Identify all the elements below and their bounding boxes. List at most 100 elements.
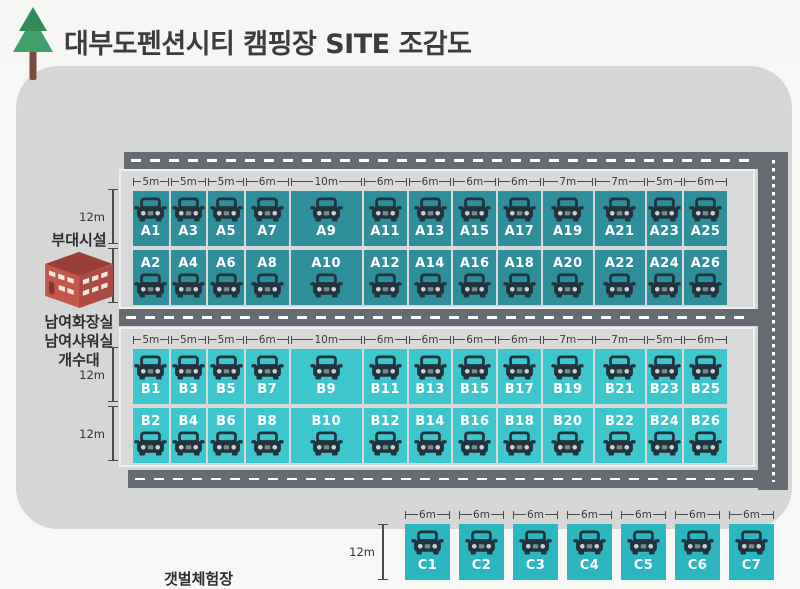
height-dim-a1: 12m bbox=[78, 189, 118, 244]
car-icon bbox=[413, 273, 447, 298]
width-dim: 6m bbox=[409, 174, 452, 189]
car-icon bbox=[603, 197, 636, 222]
site-label: B22 bbox=[604, 414, 635, 429]
width-dim: 5m bbox=[647, 332, 683, 347]
car-icon bbox=[573, 530, 606, 555]
height-dim-b2: 12m bbox=[78, 406, 118, 461]
site-cell-a24: A24 bbox=[646, 250, 683, 305]
site-map-panel: 5m 5m 5m 6m 10m 6m 6m 6m 6m 7m 7m 5m 6m A1 A3 A5 A7 A9 A1… bbox=[16, 66, 792, 588]
car-icon bbox=[603, 355, 636, 380]
site-cell-b18: B18 bbox=[498, 408, 541, 463]
width-dim: 6m bbox=[246, 174, 289, 189]
site-cell-c1: C1 bbox=[405, 524, 450, 580]
site-cell-a25: A25 bbox=[684, 191, 727, 246]
site-label: A25 bbox=[690, 224, 721, 239]
site-label: B6 bbox=[216, 414, 237, 429]
site-cell-c4: C4 bbox=[567, 524, 612, 580]
car-icon bbox=[648, 197, 681, 222]
site-label: C2 bbox=[471, 558, 492, 573]
site-cell-a18: A18 bbox=[498, 250, 541, 305]
dim-line bbox=[378, 524, 388, 580]
site-label: A6 bbox=[216, 256, 237, 271]
site-label: B15 bbox=[460, 382, 490, 397]
width-dim: 5m bbox=[208, 174, 244, 189]
car-icon bbox=[411, 530, 444, 555]
site-label: C4 bbox=[579, 558, 600, 573]
site-cell-a16: A16 bbox=[453, 250, 497, 305]
facility-item: 개수대 bbox=[58, 351, 100, 369]
site-label: B21 bbox=[604, 382, 635, 397]
width-dim: 5m bbox=[133, 332, 169, 347]
site-label: A3 bbox=[178, 224, 199, 239]
site-label: A10 bbox=[311, 256, 342, 271]
site-cell-b2: B2 bbox=[133, 408, 169, 463]
site-label: C6 bbox=[687, 558, 708, 573]
site-cell-b5: B5 bbox=[208, 349, 244, 404]
site-label: A5 bbox=[216, 224, 237, 239]
car-icon bbox=[413, 431, 447, 456]
width-dim: 6m bbox=[621, 508, 666, 522]
site-cell-b17: B17 bbox=[498, 349, 541, 404]
width-dim: 6m bbox=[364, 174, 407, 189]
site-label: A14 bbox=[415, 256, 445, 271]
car-icon bbox=[134, 431, 167, 456]
width-dim: 5m bbox=[171, 174, 207, 189]
site-cell-c6: C6 bbox=[675, 524, 720, 580]
site-cell-b22: B22 bbox=[594, 408, 645, 463]
site-label: B8 bbox=[257, 414, 278, 429]
width-dim: 7m bbox=[543, 332, 593, 347]
site-cell-b13: B13 bbox=[408, 349, 452, 404]
site-cell-b26: B26 bbox=[684, 408, 727, 463]
width-dim: 6m bbox=[675, 508, 720, 522]
site-cell-b11: B11 bbox=[363, 349, 407, 404]
car-icon bbox=[648, 431, 681, 456]
site-label: C3 bbox=[525, 558, 546, 573]
site-label: B10 bbox=[311, 414, 341, 429]
site-cell-b14: B14 bbox=[408, 408, 452, 463]
site-cell-b25: B25 bbox=[684, 349, 727, 404]
car-icon bbox=[551, 273, 584, 298]
car-icon bbox=[172, 431, 205, 456]
site-cell-a1: A1 bbox=[133, 191, 169, 246]
car-icon bbox=[648, 355, 681, 380]
site-label: A21 bbox=[604, 224, 635, 239]
site-label: C5 bbox=[633, 558, 654, 573]
car-icon bbox=[369, 197, 402, 222]
site-cell-a6: A6 bbox=[208, 250, 244, 305]
site-cell-a5: A5 bbox=[208, 191, 244, 246]
width-dim: 6m bbox=[409, 332, 452, 347]
width-dims: 6m 6m 6m 6m 6m 6m 6m bbox=[405, 508, 774, 522]
dim-line bbox=[108, 189, 118, 244]
car-icon bbox=[172, 355, 205, 380]
dim-line bbox=[108, 248, 118, 303]
car-icon bbox=[413, 355, 447, 380]
site-cell-c7: C7 bbox=[729, 524, 774, 580]
site-label: B12 bbox=[370, 414, 400, 429]
car-icon bbox=[681, 530, 714, 555]
section-b-block: 5m 5m 5m 6m 10m 6m 6m 6m 6m 7m 7m 5m 6m B1 B3 B5 B7 B9 B1… bbox=[119, 327, 755, 467]
site-cell-a23: A23 bbox=[646, 191, 683, 246]
site-cell-a20: A20 bbox=[542, 250, 593, 305]
mudflat-label: 갯벌체험장 bbox=[164, 570, 234, 588]
car-icon bbox=[209, 197, 243, 222]
car-icon bbox=[551, 197, 584, 222]
site-label: A11 bbox=[370, 224, 401, 239]
width-dim: 6m bbox=[498, 174, 541, 189]
site-cell-b4: B4 bbox=[170, 408, 207, 463]
width-dim: 10m bbox=[291, 174, 362, 189]
site-label: B13 bbox=[415, 382, 445, 397]
site-cell-b9: B9 bbox=[290, 349, 362, 404]
site-label: B26 bbox=[690, 414, 721, 429]
site-cell-b24: B24 bbox=[646, 408, 683, 463]
page-header: 대부도펜션시티 캠핑장 SITE 조감도 bbox=[0, 0, 800, 80]
site-label: A15 bbox=[459, 224, 490, 239]
car-icon bbox=[689, 355, 722, 380]
site-label: A19 bbox=[552, 224, 583, 239]
car-icon bbox=[172, 197, 205, 222]
car-icon bbox=[551, 431, 584, 456]
car-icon bbox=[134, 355, 167, 380]
width-dim: 6m bbox=[364, 332, 407, 347]
height-dim-label: 12m bbox=[79, 426, 105, 441]
site-cell-a8: A8 bbox=[245, 250, 289, 305]
site-label: B18 bbox=[504, 414, 535, 429]
